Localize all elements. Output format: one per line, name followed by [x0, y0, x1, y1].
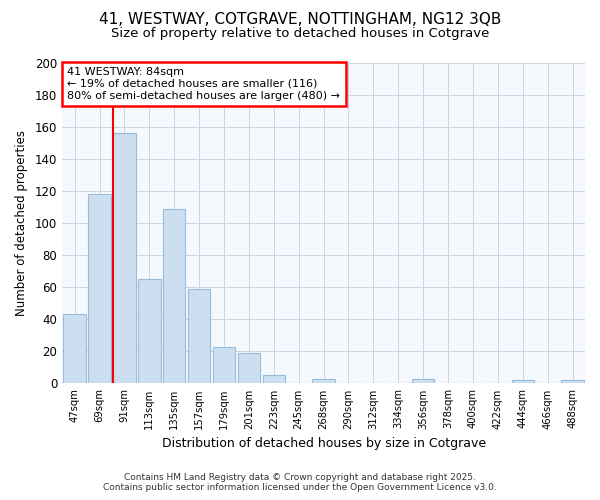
Bar — [238, 353, 260, 384]
Bar — [64, 314, 86, 384]
Bar — [562, 380, 584, 384]
Bar — [412, 378, 434, 384]
Bar — [263, 376, 285, 384]
Bar — [163, 208, 185, 384]
Text: Contains HM Land Registry data © Crown copyright and database right 2025.
Contai: Contains HM Land Registry data © Crown c… — [103, 473, 497, 492]
Bar — [188, 289, 211, 384]
Text: 41 WESTWAY: 84sqm
← 19% of detached houses are smaller (116)
80% of semi-detache: 41 WESTWAY: 84sqm ← 19% of detached hous… — [67, 68, 340, 100]
Y-axis label: Number of detached properties: Number of detached properties — [15, 130, 28, 316]
Bar — [313, 378, 335, 384]
Bar — [88, 194, 111, 384]
Bar — [138, 279, 161, 384]
Text: Size of property relative to detached houses in Cotgrave: Size of property relative to detached ho… — [111, 28, 489, 40]
Bar — [113, 133, 136, 384]
Text: 41, WESTWAY, COTGRAVE, NOTTINGHAM, NG12 3QB: 41, WESTWAY, COTGRAVE, NOTTINGHAM, NG12 … — [99, 12, 501, 28]
Bar — [213, 346, 235, 384]
X-axis label: Distribution of detached houses by size in Cotgrave: Distribution of detached houses by size … — [161, 437, 485, 450]
Bar — [512, 380, 534, 384]
